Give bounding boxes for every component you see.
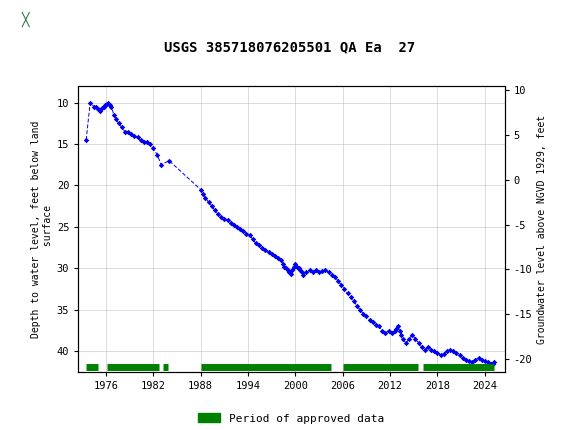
- Text: ╳: ╳: [21, 11, 28, 27]
- Bar: [5, 4, 45, 34]
- Legend: Period of approved data: Period of approved data: [198, 413, 385, 424]
- Text: USGS: USGS: [49, 12, 96, 26]
- Y-axis label: Groundwater level above NGVD 1929, feet: Groundwater level above NGVD 1929, feet: [536, 114, 546, 344]
- Text: USGS 385718076205501 QA Ea  27: USGS 385718076205501 QA Ea 27: [164, 40, 416, 54]
- Y-axis label: Depth to water level, feet below land
 surface: Depth to water level, feet below land su…: [31, 120, 53, 338]
